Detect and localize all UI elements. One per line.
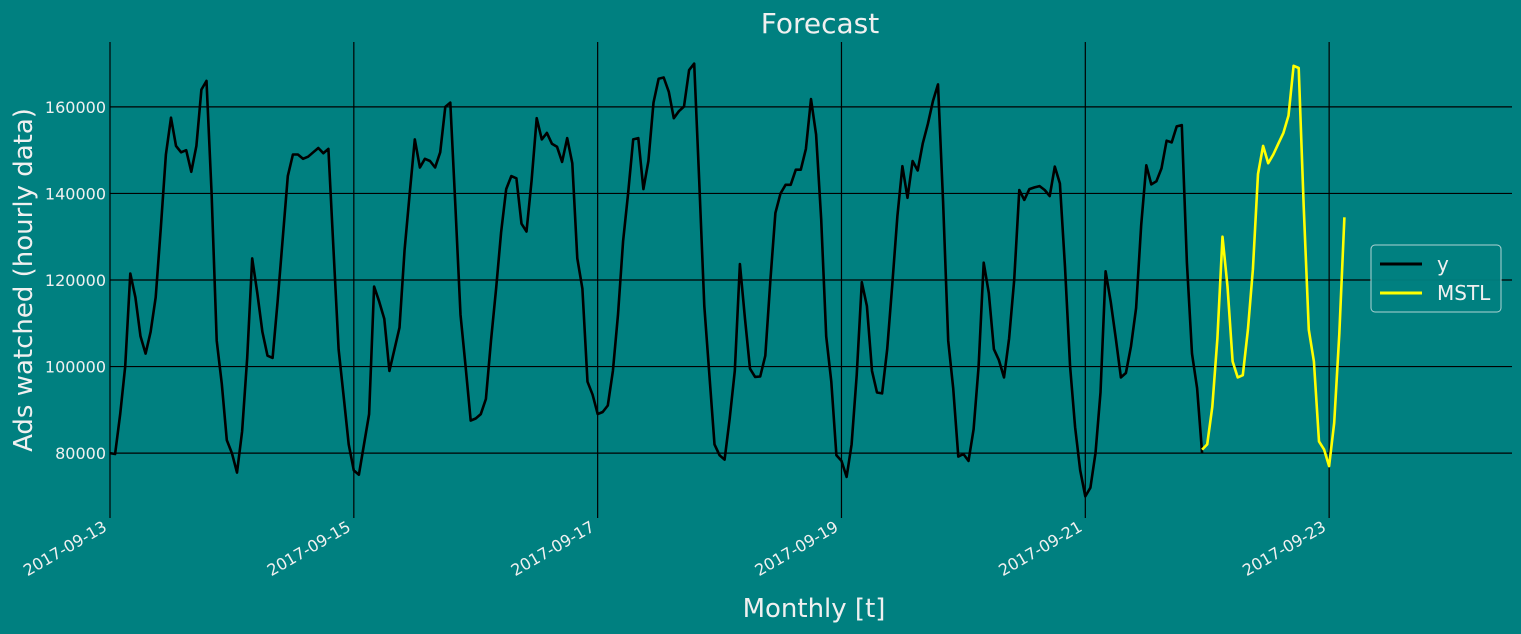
series-layer bbox=[109, 62, 1346, 498]
legend-label-y: y bbox=[1437, 252, 1449, 276]
legend-label-mstl: MSTL bbox=[1437, 281, 1491, 305]
x-tick-label: 2017-09-19 bbox=[751, 517, 841, 580]
series-line-y bbox=[109, 62, 1204, 498]
x-tick-label: 2017-09-13 bbox=[20, 517, 110, 580]
x-tick-label: 2017-09-23 bbox=[1239, 517, 1329, 580]
y-axis-label: Ads watched (hourly data) bbox=[9, 108, 39, 452]
series-line-mstl bbox=[1201, 64, 1346, 468]
x-tick-label: 2017-09-21 bbox=[995, 517, 1085, 580]
y-tick-label: 100000 bbox=[45, 358, 106, 377]
y-tick-labels: 80000 100000 120000 140000 160000 bbox=[45, 98, 106, 463]
y-grid-lines bbox=[110, 106, 1512, 454]
y-tick-label: 140000 bbox=[45, 184, 106, 203]
legend: y MSTL bbox=[1370, 244, 1502, 313]
x-axis-label: Monthly [t] bbox=[743, 594, 886, 624]
x-tick-labels: 2017-09-13 2017-09-15 2017-09-17 2017-09-19… bbox=[20, 517, 1329, 580]
y-tick-label: 80000 bbox=[55, 444, 106, 463]
x-tick-label: 2017-09-15 bbox=[264, 517, 354, 580]
legend-box bbox=[1370, 244, 1502, 313]
chart-title: Forecast bbox=[761, 7, 880, 40]
y-tick-label: 120000 bbox=[45, 271, 106, 290]
x-tick-label: 2017-09-17 bbox=[508, 517, 598, 580]
y-tick-label: 160000 bbox=[45, 98, 106, 117]
